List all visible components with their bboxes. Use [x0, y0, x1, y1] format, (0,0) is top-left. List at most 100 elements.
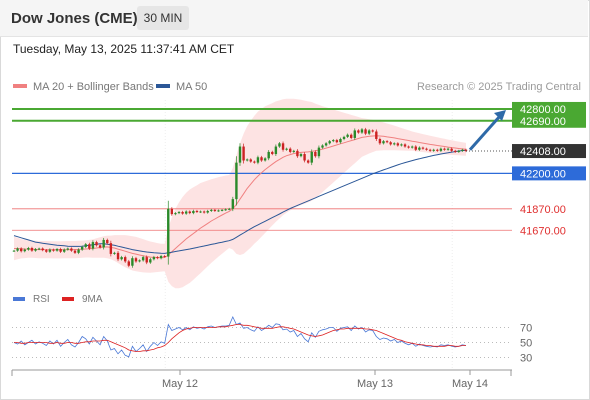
- candle-body: [436, 149, 439, 151]
- candle-body: [443, 148, 446, 150]
- candle-body: [170, 208, 174, 215]
- rsi-tick-0: 70: [520, 323, 532, 335]
- candle-body: [439, 148, 443, 151]
- candle-body: [321, 145, 324, 148]
- candle-body: [181, 212, 184, 214]
- rsi-legend-swatch: [13, 297, 25, 301]
- candle-body: [34, 249, 37, 251]
- candle-body: [446, 148, 450, 150]
- candle-body: [317, 147, 321, 157]
- forecast-arrow: [468, 114, 502, 151]
- rsi-ma-legend-label: 9MA: [82, 294, 103, 305]
- candle-body: [23, 249, 26, 252]
- candle-body: [432, 149, 435, 151]
- rsi-tick-1: 50: [520, 338, 532, 350]
- watermark: Research © 2025 Trading Central: [417, 81, 581, 93]
- level-tag-1: [512, 113, 586, 128]
- candle-body: [278, 143, 281, 147]
- candle-body: [292, 150, 296, 152]
- candle-body: [289, 148, 292, 152]
- candle-body: [346, 134, 349, 137]
- candle-body: [328, 141, 331, 144]
- timeframe-badge[interactable]: 30 MIN: [137, 6, 189, 30]
- candle-body: [306, 160, 310, 163]
- rsi-ma-line: [14, 324, 466, 352]
- rsi-tick-2: 30: [520, 353, 532, 365]
- candle-body: [324, 143, 328, 146]
- candle-body: [342, 136, 346, 140]
- candle-body: [235, 162, 238, 200]
- candle-body: [52, 249, 55, 251]
- candle-body: [149, 259, 152, 263]
- candle-body: [389, 142, 392, 145]
- rsi-line: [13, 316, 467, 358]
- candle-body: [156, 257, 159, 259]
- candle-body: [285, 148, 288, 150]
- candle-body: [12, 250, 16, 252]
- candle-body: [134, 258, 138, 262]
- x-tick-label-2: May 14: [452, 378, 488, 390]
- candles: [12, 127, 468, 268]
- candle-body: [192, 210, 195, 214]
- legend-swatch-bollinger: [13, 84, 27, 88]
- candle-body: [73, 250, 77, 253]
- legend-swatch-ma50: [156, 84, 170, 88]
- candle-body: [124, 257, 127, 262]
- candle-body: [428, 149, 432, 151]
- candle-body: [88, 244, 91, 249]
- candle-body: [224, 209, 227, 211]
- candle-body: [217, 210, 220, 212]
- candle-body: [228, 208, 231, 210]
- candle-body: [256, 157, 260, 163]
- current-price-label: 42408.00: [520, 146, 566, 158]
- candle-body: [418, 147, 421, 150]
- candle-body: [450, 148, 453, 151]
- candle-body: [332, 140, 335, 142]
- candle-body: [382, 141, 385, 144]
- candle-body: [184, 211, 188, 214]
- candle-body: [16, 248, 19, 251]
- candle-body: [152, 257, 156, 260]
- candle-body: [45, 250, 48, 252]
- level-label-1: 42690.00: [520, 116, 566, 128]
- candle-body: [91, 242, 95, 249]
- candle-body: [159, 256, 163, 259]
- candle-body: [364, 129, 367, 134]
- candle-body: [454, 150, 457, 152]
- candle-body: [310, 151, 313, 163]
- candle-body: [360, 129, 364, 133]
- candle-body: [19, 248, 23, 252]
- candle-body: [396, 143, 400, 146]
- candle-body: [80, 246, 84, 250]
- candle-body: [335, 140, 339, 143]
- candle-body: [296, 150, 299, 157]
- candle-body: [37, 248, 41, 250]
- candle-body: [367, 130, 371, 134]
- candle-body: [202, 211, 206, 213]
- forecast-arrowhead: [494, 109, 506, 121]
- level-tag-0: [512, 101, 586, 116]
- candle-body: [314, 151, 317, 157]
- current-price-tag: [512, 144, 586, 159]
- candle-body: [120, 257, 123, 260]
- candle-body: [98, 245, 102, 248]
- candle-body: [95, 242, 98, 246]
- candle-body: [385, 141, 389, 143]
- candle-body: [138, 260, 141, 262]
- candle-body: [357, 130, 360, 133]
- candle-body: [106, 239, 109, 244]
- candle-body: [77, 249, 80, 253]
- candle-body: [353, 130, 356, 138]
- candle-body: [350, 134, 353, 138]
- candle-body: [210, 209, 213, 211]
- candle-body: [267, 151, 270, 159]
- instrument-title: Dow Jones (CME): [11, 10, 138, 27]
- candle-body: [238, 146, 242, 163]
- candle-body: [188, 211, 191, 214]
- candle-body: [27, 247, 30, 250]
- candle-body: [30, 247, 34, 251]
- candle-body: [414, 146, 417, 150]
- candle-body: [206, 210, 209, 213]
- candle-body: [271, 151, 274, 155]
